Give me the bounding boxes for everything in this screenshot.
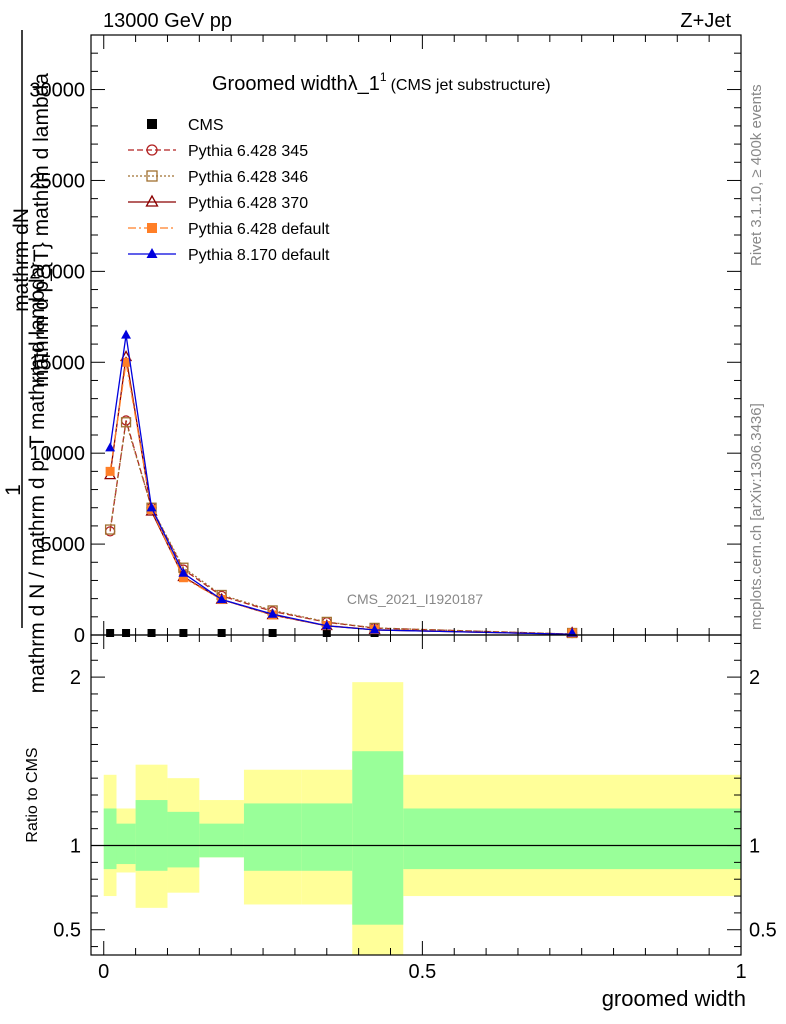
series-line — [109, 334, 573, 635]
data-point — [567, 627, 578, 637]
data-point — [178, 567, 189, 577]
data-point — [217, 629, 226, 637]
ratio-y-ticks: 0.5 0.5 1 1 2 2 — [53, 642, 777, 948]
data-point — [321, 620, 332, 630]
data-point — [147, 223, 157, 233]
data-point — [179, 629, 188, 637]
data-point — [369, 624, 380, 634]
data-point — [178, 573, 188, 583]
ratio-bands — [91, 682, 741, 955]
legend: CMS Pythia 6.428 345 Pythia 6.428 346 Pythi… — [128, 117, 330, 264]
header-right: Z+Jet — [680, 10, 731, 32]
y-tick-label: 15000 — [29, 352, 85, 374]
data-point — [146, 248, 158, 258]
data-point — [121, 329, 131, 339]
series-1 — [104, 415, 578, 639]
ratio-tick-label: 1 — [70, 836, 81, 858]
legend-entry-5: Pythia 8.170 default — [128, 247, 330, 264]
series-2 — [104, 417, 578, 639]
ratio-inner-band — [167, 811, 200, 868]
legend-entry-1: Pythia 6.428 345 — [128, 143, 308, 160]
ratio-tick-label-right: 1 — [749, 836, 760, 858]
main-y-ticks: 0 5000 10000 15000 20000 25000 30000 — [29, 52, 741, 647]
title-lambda: λ_1 — [348, 73, 380, 95]
title-sub: (CMS jet substructure) — [391, 77, 551, 94]
legend-entry-0: CMS — [147, 117, 224, 134]
y-tick-label: 25000 — [29, 170, 85, 192]
data-point — [105, 442, 116, 452]
title-main: Groomed width — [212, 73, 348, 95]
mcplots-label: mcplots.cern.ch [arXiv:1306.3436] — [748, 403, 765, 630]
series-line — [109, 356, 573, 635]
y-tick-label: 30000 — [29, 80, 85, 102]
legend-label: Pythia 6.428 370 — [188, 195, 308, 212]
x-tick-label: 0.5 — [408, 961, 436, 983]
x-axis-label: groomed width — [602, 986, 746, 1011]
data-point — [104, 524, 116, 535]
data-point — [122, 629, 131, 637]
ylabel-fraction-den: mathrm d N / mathrm d p_T mathrm d lambd… — [26, 266, 49, 693]
legend-label: Pythia 6.428 default — [188, 221, 330, 238]
ratio-inner-band — [352, 751, 404, 925]
data-point — [105, 466, 115, 476]
series-4 — [105, 357, 577, 638]
series-3 — [104, 350, 579, 638]
ylabel-fraction-one: 1 — [2, 484, 25, 496]
y-tick-label: 10000 — [29, 443, 85, 465]
analysis-watermark: CMS_2021_I1920187 — [347, 591, 483, 607]
data-point — [146, 502, 157, 512]
ylabel-denominator: mathrm d p_{T} mathrm d lambda — [30, 73, 53, 387]
x-tick-label: 0 — [98, 961, 109, 983]
ratio-inner-band — [135, 800, 168, 871]
legend-entry-3: Pythia 6.428 370 — [128, 194, 308, 212]
data-point — [120, 417, 132, 428]
series-line — [109, 420, 573, 635]
data-point — [146, 170, 158, 182]
ratio-inner-band — [301, 803, 353, 871]
x-ticks: 0 0.5 1 — [98, 35, 747, 983]
legend-label: Pythia 8.170 default — [188, 247, 330, 264]
ratio-inner-band — [116, 823, 136, 865]
header-left: 13000 GeV pp — [103, 10, 232, 32]
x-tick-label: 1 — [735, 961, 746, 983]
ratio-tick-label: 0.5 — [53, 920, 81, 942]
ratio-tick-label-right: 2 — [749, 667, 760, 689]
data-point — [267, 608, 278, 618]
rivet-label: Rivet 3.1.10, ≥ 400k events — [748, 84, 765, 266]
data-point — [146, 144, 158, 156]
y-tick-label: 5000 — [41, 534, 86, 556]
ratio-inner-band — [403, 808, 741, 870]
ratio-tick-label-right: 0.5 — [749, 920, 777, 942]
chart-title: Groomed widthλ_11 (CMS jet substructure) — [212, 70, 551, 95]
series-5 — [105, 329, 578, 637]
y-tick-label: 0 — [74, 625, 85, 647]
ratio-inner-band — [243, 803, 302, 871]
title-sup: 1 — [380, 70, 387, 84]
series-line — [109, 362, 573, 635]
data-point — [147, 629, 156, 637]
legend-label: CMS — [188, 117, 224, 134]
ratio-tick-label: 2 — [70, 667, 81, 689]
legend-label: Pythia 6.428 345 — [188, 143, 308, 160]
ratio-ylabel: Ratio to CMS — [24, 747, 41, 842]
data-point — [268, 629, 277, 637]
legend-entry-4: Pythia 6.428 default — [128, 221, 330, 238]
data-point — [106, 629, 115, 637]
main-panel-content — [104, 329, 579, 639]
data-point — [145, 194, 159, 207]
legend-label: Pythia 6.428 346 — [188, 169, 308, 186]
data-point — [216, 594, 227, 604]
legend-entry-2: Pythia 6.428 346 — [128, 169, 308, 186]
series-line — [109, 422, 573, 635]
data-point — [147, 119, 157, 129]
ratio-inner-band — [199, 823, 244, 858]
data-point — [121, 357, 131, 367]
ratio-inner-band — [103, 808, 117, 870]
y-tick-label: 20000 — [29, 261, 85, 283]
